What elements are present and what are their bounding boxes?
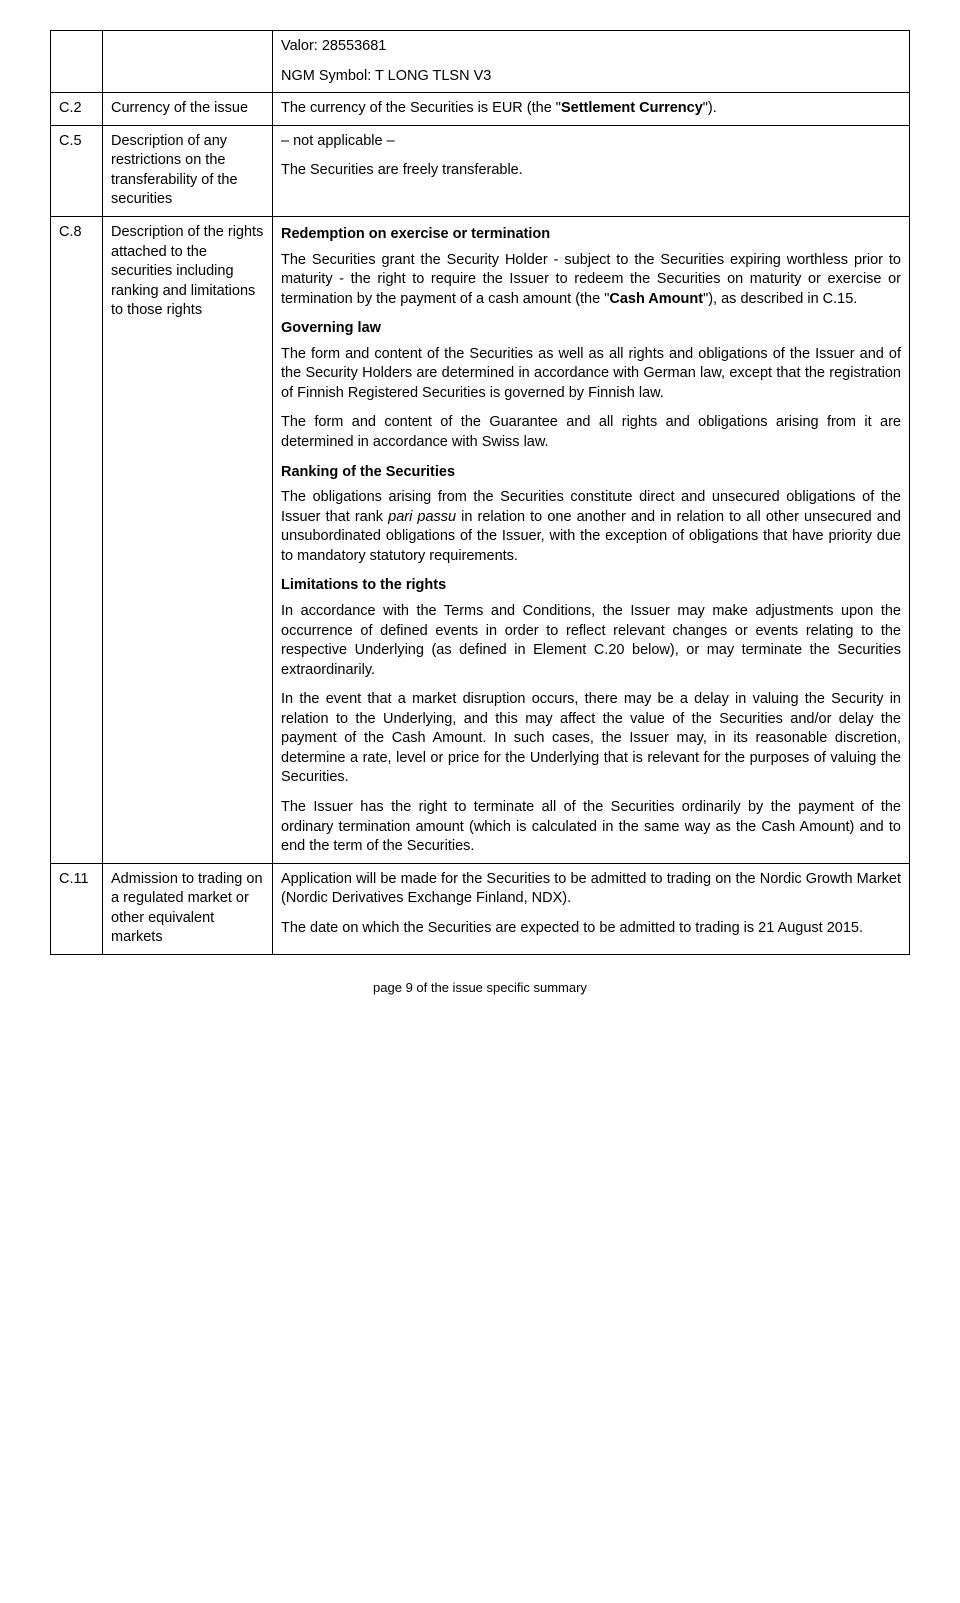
body-paragraph: The form and content of the Securities a… <box>281 345 901 404</box>
body-paragraph: – not applicable – <box>281 132 901 152</box>
row-body: Valor: 28553681 NGM Symbol: T LONG TLSN V… <box>273 31 910 93</box>
row-body: Redemption on exercise or termination The… <box>273 216 910 863</box>
body-paragraph: The form and content of the Guarantee an… <box>281 413 901 452</box>
subsection-heading: Redemption on exercise or termination <box>281 225 901 245</box>
body-paragraph: The date on which the Securities are exp… <box>281 919 901 939</box>
subsection-heading: Ranking of the Securities <box>281 463 901 483</box>
row-label: Description of the rights attached to th… <box>103 216 273 863</box>
body-paragraph: The Issuer has the right to terminate al… <box>281 798 901 857</box>
body-paragraph: The Securities grant the Security Holder… <box>281 251 901 310</box>
row-label: Currency of the issue <box>103 93 273 126</box>
row-body: – not applicable – The Securities are fre… <box>273 125 910 216</box>
table-row: C.2Currency of the issue The currency of … <box>51 93 910 126</box>
row-number: C.2 <box>51 93 103 126</box>
row-number <box>51 31 103 93</box>
body-paragraph: The currency of the Securities is EUR (t… <box>281 99 901 119</box>
row-label: Admission to trading on a regulated mark… <box>103 863 273 954</box>
body-paragraph: Application will be made for the Securit… <box>281 870 901 909</box>
body-paragraph: In accordance with the Terms and Conditi… <box>281 602 901 680</box>
summary-table: Valor: 28553681 NGM Symbol: T LONG TLSN V… <box>50 30 910 955</box>
row-number: C.8 <box>51 216 103 863</box>
table-row: Valor: 28553681 NGM Symbol: T LONG TLSN V… <box>51 31 910 93</box>
subsection-heading: Governing law <box>281 319 901 339</box>
body-paragraph: The Securities are freely transferable. <box>281 161 901 181</box>
row-number: C.11 <box>51 863 103 954</box>
body-paragraph: The obligations arising from the Securit… <box>281 488 901 566</box>
row-label <box>103 31 273 93</box>
table-row: C.8Description of the rights attached to… <box>51 216 910 863</box>
body-paragraph: In the event that a market disruption oc… <box>281 690 901 788</box>
body-paragraph: NGM Symbol: T LONG TLSN V3 <box>281 67 901 87</box>
page-footer: page 9 of the issue specific summary <box>50 979 910 997</box>
table-row: C.11Admission to trading on a regulated … <box>51 863 910 954</box>
row-body: The currency of the Securities is EUR (t… <box>273 93 910 126</box>
table-row: C.5Description of any restrictions on th… <box>51 125 910 216</box>
row-number: C.5 <box>51 125 103 216</box>
row-body: Application will be made for the Securit… <box>273 863 910 954</box>
body-paragraph: Valor: 28553681 <box>281 37 901 57</box>
row-label: Description of any restrictions on the t… <box>103 125 273 216</box>
subsection-heading: Limitations to the rights <box>281 576 901 596</box>
